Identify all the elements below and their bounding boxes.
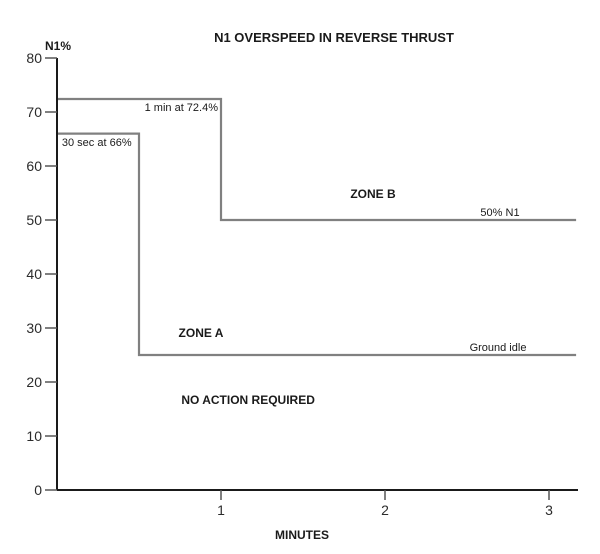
y-tick-label: 70 bbox=[26, 104, 42, 120]
y-tick-label: 40 bbox=[26, 266, 42, 282]
y-tick-label: 50 bbox=[26, 212, 42, 228]
y-tick-label: 80 bbox=[26, 50, 42, 66]
fifty-pct-n1-label: 50% N1 bbox=[480, 207, 519, 219]
ground-idle-label: Ground idle bbox=[470, 342, 527, 354]
chart-plot-area: 0 10 20 30 40 50 60 70 80 1 2 3 1 min at 72.4% 30 sec… bbox=[26, 50, 578, 518]
chart-title: N1 OVERSPEED IN REVERSE THRUST bbox=[214, 30, 454, 45]
limit-label-30sec: 30 sec at 66% bbox=[62, 137, 132, 149]
x-axis-title: MINUTES bbox=[275, 528, 329, 542]
y-tick-label: 10 bbox=[26, 428, 42, 444]
limit-label-1min: 1 min at 72.4% bbox=[145, 102, 219, 114]
y-tick-label: 60 bbox=[26, 158, 42, 174]
zone-a-label: ZONE A bbox=[179, 326, 224, 340]
overspeed-lower-limit bbox=[57, 132, 577, 357]
no-action-label: NO ACTION REQUIRED bbox=[181, 393, 315, 407]
y-tick-label: 30 bbox=[26, 320, 42, 336]
x-tick-label: 1 bbox=[217, 502, 225, 518]
overspeed-upper-limit bbox=[57, 97, 577, 222]
y-axis-title: N1% bbox=[45, 39, 71, 53]
zone-b-label: ZONE B bbox=[350, 187, 396, 201]
y-tick-label: 0 bbox=[34, 482, 42, 498]
y-tick-label: 20 bbox=[26, 374, 42, 390]
x-tick-label: 3 bbox=[545, 502, 553, 518]
x-tick-label: 2 bbox=[381, 502, 389, 518]
